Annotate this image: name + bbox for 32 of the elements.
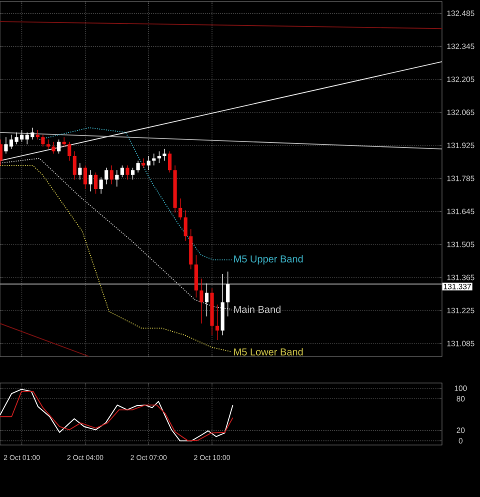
- candlestick: [136, 160, 140, 173]
- series-label: M5 Lower Band: [234, 348, 303, 356]
- candlestick: [52, 142, 56, 154]
- candlestick: [126, 165, 130, 180]
- candlestick: [57, 139, 61, 154]
- candlestick: [83, 165, 88, 190]
- candlestick: [200, 278, 204, 324]
- candlestick: [120, 165, 124, 178]
- candlestick: [146, 156, 150, 170]
- candlestick: [88, 170, 92, 192]
- candlestick: [168, 150, 172, 173]
- candlestick: [46, 139, 50, 150]
- series-label: Main Band: [234, 306, 280, 313]
- candlestick: [157, 150, 161, 164]
- candlestick: [99, 176, 103, 194]
- candlestick: [94, 172, 98, 194]
- candlestick: [162, 148, 166, 162]
- candlestick: [204, 283, 209, 317]
- candlestick: [130, 167, 135, 180]
- candlestick: [216, 304, 220, 340]
- candlestick: [142, 158, 146, 168]
- candlestick: [110, 165, 114, 185]
- series-label: M5 Upper Band: [234, 255, 303, 264]
- candlestick: [178, 198, 182, 220]
- candlestick: [115, 170, 119, 187]
- candlestick: [41, 134, 45, 147]
- candlestick: [72, 150, 76, 180]
- candlestick: [78, 162, 82, 180]
- candlestick: [184, 210, 188, 242]
- candlestick: [226, 271, 230, 317]
- candlestick: [104, 167, 108, 185]
- candlestick: [68, 142, 72, 162]
